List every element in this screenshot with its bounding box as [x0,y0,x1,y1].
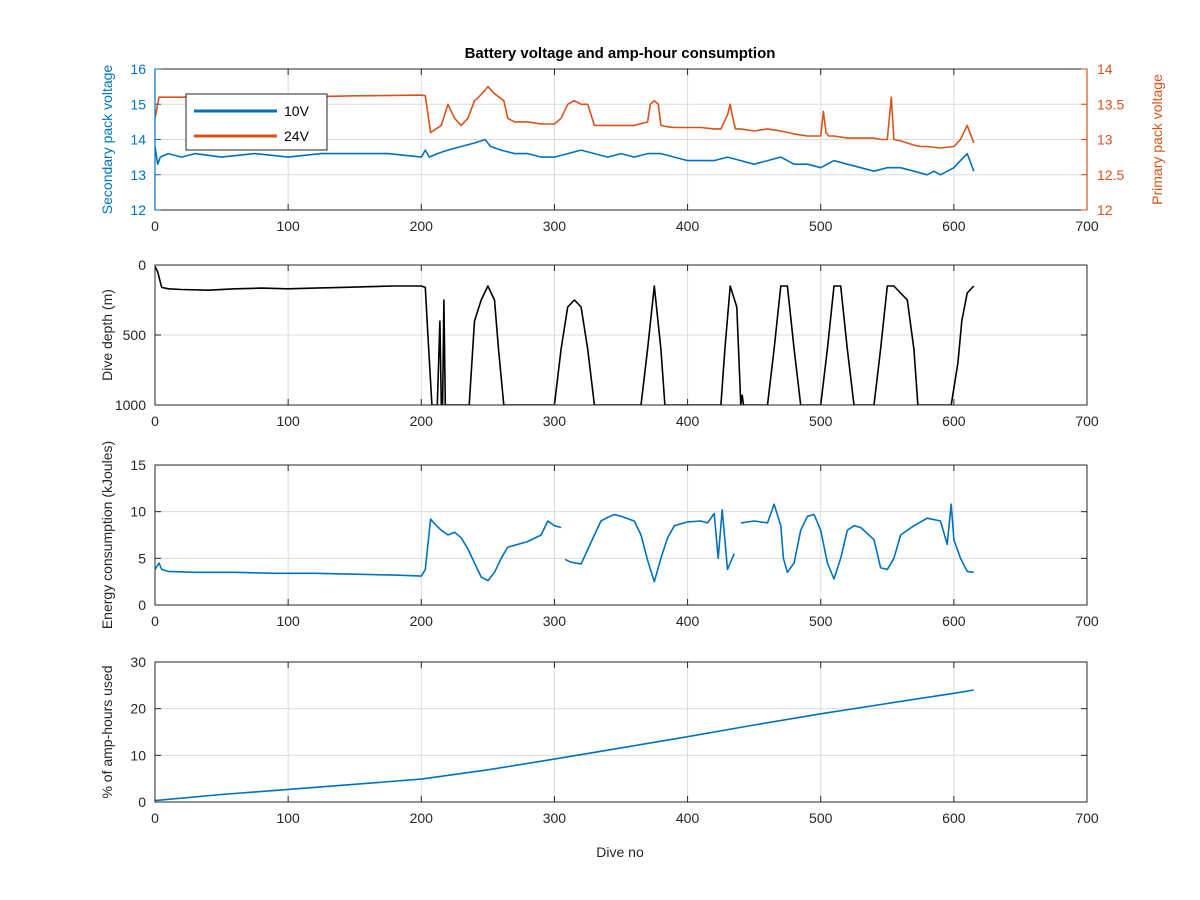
y-right-tick-label: 14 [1097,61,1113,77]
x-tick-label: 100 [276,613,300,629]
x-tick-label: 0 [151,218,159,234]
y-tick-label: 16 [130,61,146,77]
y-tick-label: 10 [130,504,146,520]
x-tick-label: 300 [543,413,567,429]
x-tick-label: 600 [942,218,966,234]
x-tick-label: 100 [276,413,300,429]
y-tick-label: 15 [130,96,146,112]
legend-label-24v: 24V [284,128,310,144]
y-tick-label: 500 [123,327,147,343]
x-tick-label: 100 [276,810,300,826]
x-tick-label: 600 [942,613,966,629]
subplot-4: 0 100 200 300 400 500 600 700 0 10 20 30 % of amp-ho… [99,654,1099,826]
x-tick-label: 400 [676,218,700,234]
y-right-tick-label: 13.5 [1097,96,1124,112]
x-tick-label: 300 [543,810,567,826]
x-tick-label: 0 [151,613,159,629]
x-tick-label: 200 [410,810,434,826]
y-tick-label: 10 [130,747,146,763]
y-tick-label: 14 [130,132,146,148]
x-tick-label: 200 [410,218,434,234]
x-tick-label: 500 [809,810,833,826]
subplot-1: 0 100 200 300 400 500 600 7001213141516Secondar… [99,61,1165,234]
series-line-1 [155,503,974,583]
y-tick-label: 1000 [115,397,146,413]
y-right-tick-label: 12.5 [1097,167,1124,183]
figure-title: Battery voltage and amp-hour consumption [465,45,776,62]
y-tick-label: 13 [130,167,146,183]
legend-label-10v: 10V [284,103,310,119]
y-axis-label: Dive depth (m) [99,289,115,381]
y-tick-label: 15 [130,457,146,473]
y-right-tick-label: 12 [1097,202,1113,218]
x-axis-label: Dive no [596,844,644,860]
axes-box [154,661,1088,803]
series-line-24v [155,85,975,149]
y-axis-label: % of amp-hours used [99,665,115,798]
x-tick-label: 700 [1075,810,1099,826]
x-tick-label: 700 [1075,218,1099,234]
legend: 10V 24V [185,93,328,151]
x-tick-label: 0 [151,413,159,429]
series-line-1 [155,266,975,405]
x-tick-label: 400 [676,613,700,629]
x-tick-label: 400 [676,810,700,826]
x-tick-label: 300 [543,218,567,234]
subplot-3: 0 100 200 300 400 500 600 700 0 5 10 15 Energy consu… [99,441,1099,629]
axes-box [154,464,1088,606]
x-tick-label: 700 [1075,413,1099,429]
y-axis-label: Secondary pack voltage [99,65,115,215]
x-tick-label: 400 [676,413,700,429]
subplots: 0 100 200 300 400 500 600 7001213141516Secondar… [99,61,1165,826]
x-tick-label: 700 [1075,613,1099,629]
y-right-tick-label: 13 [1097,132,1113,148]
y-tick-label: 30 [130,654,146,670]
x-tick-label: 100 [276,218,300,234]
series-line-1 [155,689,974,802]
x-tick-label: 200 [410,613,434,629]
y-tick-label: 0 [138,794,146,810]
y-tick-label: 5 [138,550,146,566]
x-tick-label: 600 [942,413,966,429]
x-tick-label: 600 [942,810,966,826]
legend-box [185,93,328,151]
x-tick-label: 500 [809,218,833,234]
y-tick-label: 20 [130,701,146,717]
y-axis-label: Energy consumption (kJoules) [99,441,115,629]
x-tick-label: 500 [809,413,833,429]
y-tick-label: 12 [130,202,146,218]
x-tick-label: 500 [809,613,833,629]
series-line-10v [155,138,975,176]
y-tick-label: 0 [138,257,146,273]
x-tick-label: 300 [543,613,567,629]
x-tick-label: 0 [151,810,159,826]
y-right-axis-label: Primary pack voltage [1149,74,1165,205]
y-tick-label: 0 [138,597,146,613]
x-tick-label: 200 [410,413,434,429]
